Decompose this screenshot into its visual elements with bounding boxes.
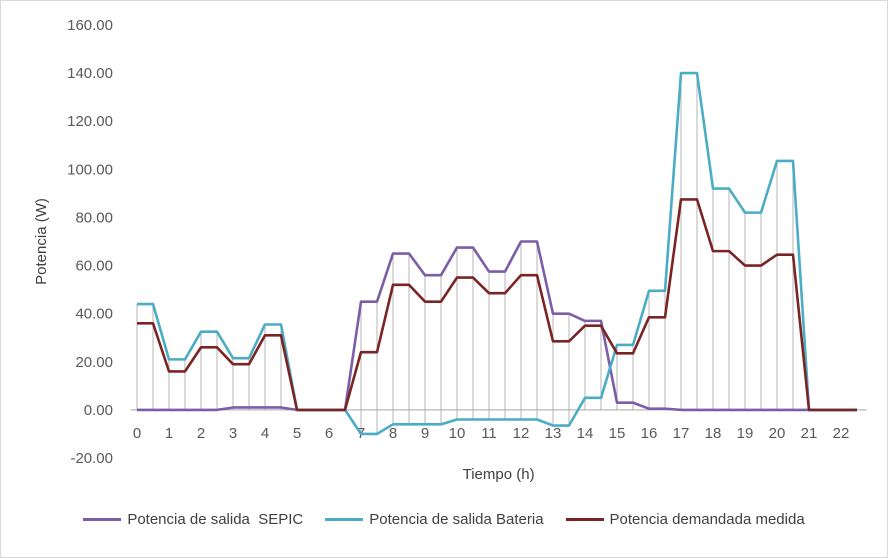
x-tick-label: 17 (673, 425, 690, 442)
legend-item: Potencia de salida SEPIC (83, 511, 303, 528)
y-tick-label: 0.00 (84, 402, 113, 419)
x-tick-label: 16 (641, 425, 658, 442)
legend-swatch (325, 518, 364, 521)
legend-swatch (565, 518, 604, 521)
y-tick-label: -20.00 (70, 450, 113, 467)
x-axis-title: Tiempo (h) (463, 466, 535, 483)
x-tick-label: 13 (545, 425, 562, 442)
x-tick-label: 18 (705, 425, 722, 442)
y-tick-label: 120.00 (67, 113, 113, 130)
y-tick-label: 40.00 (75, 306, 113, 323)
x-tick-label: 12 (513, 425, 530, 442)
x-tick-label: 4 (261, 425, 269, 442)
legend-label: Potencia de salida Bateria (369, 511, 544, 528)
x-tick-label: 19 (737, 425, 754, 442)
x-tick-label: 22 (833, 425, 850, 442)
x-tick-label: 21 (801, 425, 818, 442)
legend-swatch (83, 518, 122, 521)
legend-label: Potencia demandada medida (609, 511, 805, 528)
y-axis-title: Potencia (W) (33, 198, 50, 285)
y-tick-label: 60.00 (75, 258, 113, 275)
x-tick-label: 11 (481, 425, 497, 442)
x-tick-label: 14 (577, 425, 594, 442)
line-chart: -20.00 0.00 20.00 40.00 60.00 80.00 100.00 120.… (33, 17, 867, 483)
series-line-1 (137, 240, 857, 412)
legend-item: Potencia de salida Bateria (325, 511, 544, 528)
x-tick-label: 10 (449, 425, 466, 442)
legend-item: Potencia demandada medida (565, 511, 805, 528)
series-line-3 (137, 198, 857, 412)
x-tick-label: 8 (389, 425, 397, 442)
x-tick-label: 20 (769, 425, 786, 442)
legend-label: Potencia de salida SEPIC (127, 511, 304, 528)
x-tick-label: 2 (197, 425, 205, 442)
x-tick-label: 9 (421, 425, 429, 442)
y-tick-label: 80.00 (75, 209, 113, 226)
x-tick-label: 0 (133, 425, 141, 442)
y-tick-label: 100.00 (67, 161, 113, 178)
series-line-2 (137, 71, 857, 436)
y-tick-label: 140.00 (67, 65, 113, 82)
x-tick-label: 5 (293, 425, 301, 442)
x-tick-label: 1 (165, 425, 173, 442)
x-tick-label: 15 (609, 425, 626, 442)
y-tick-label: 20.00 (75, 354, 113, 371)
x-tick-label: 6 (325, 425, 333, 442)
x-tick-label: 3 (229, 425, 237, 442)
y-tick-label: 160.00 (67, 17, 113, 34)
legend: Potencia de salida SEPIC Potencia de sali… (1, 511, 887, 528)
